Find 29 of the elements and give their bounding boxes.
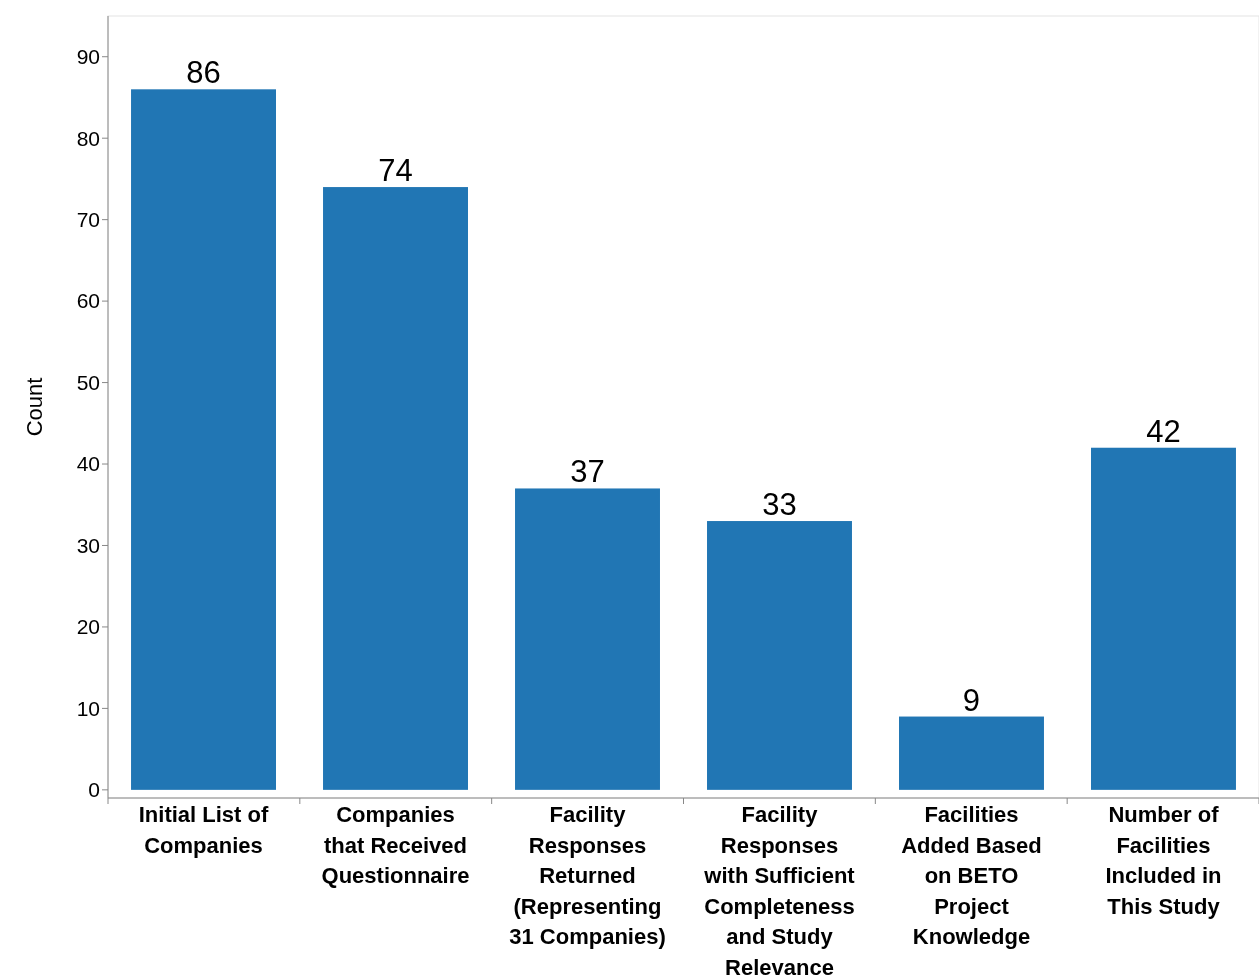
y-tick-label: 80: [76, 126, 100, 150]
bar: [323, 187, 468, 790]
y-tick-label: 10: [76, 696, 100, 720]
x-tick-label: Facility Responses with Sufficient Completeness and Study Relevance: [703, 802, 856, 976]
y-axis-title: Count: [22, 377, 47, 437]
data-label: 42: [1146, 413, 1181, 449]
x-tick-label: Initial List of Companies: [138, 802, 269, 858]
bar: [515, 488, 660, 790]
x-tick-label: Companies that Received Questionnaire: [321, 802, 470, 888]
data-label: 86: [186, 55, 221, 91]
bar: [899, 716, 1044, 790]
data-label: 37: [570, 454, 605, 490]
bar: [131, 89, 276, 790]
y-tick-label: 0: [88, 778, 100, 802]
y-tick-label: 40: [76, 452, 100, 476]
y-tick-label: 60: [76, 289, 100, 313]
y-tick-label: 30: [76, 533, 100, 557]
bar: [1091, 447, 1236, 790]
x-tick-label: Facilities Added Based on BETO Project Knowledge: [901, 802, 1042, 949]
y-tick-label: 50: [76, 370, 100, 394]
x-tick-label: Facility Responses Returned (Representing 31 Companies): [509, 802, 666, 949]
y-tick-label: 20: [76, 615, 100, 639]
data-label: 33: [762, 487, 797, 523]
bar: [707, 521, 852, 790]
data-label: 74: [378, 153, 413, 189]
y-tick-label: 90: [76, 45, 100, 69]
x-tick-label: Number of Facilities Included in This Study: [1105, 802, 1222, 919]
data-label: 9: [962, 682, 981, 718]
y-tick-label: 70: [76, 208, 100, 231]
